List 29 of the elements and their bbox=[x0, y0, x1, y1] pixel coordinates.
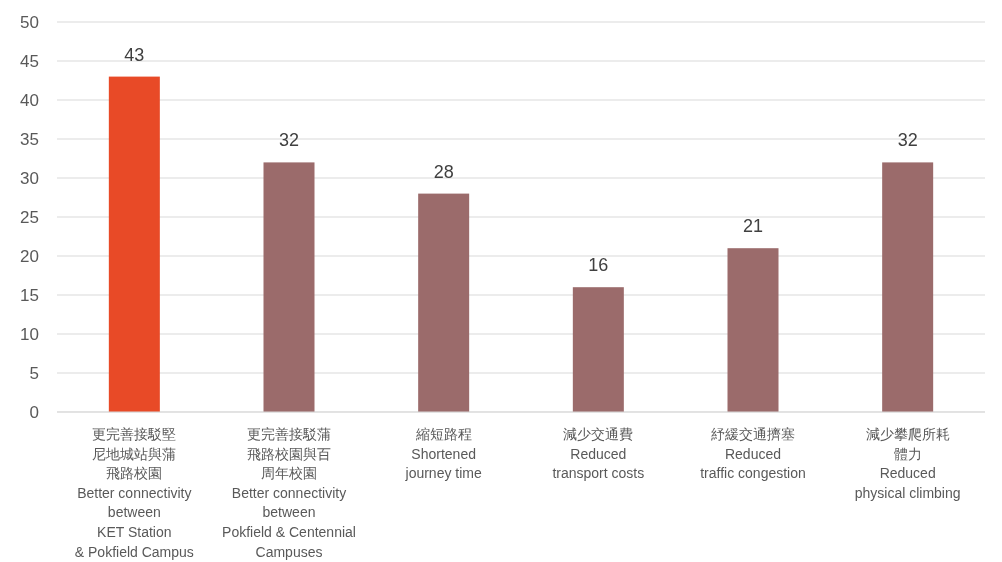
y-tick-label: 25 bbox=[20, 208, 39, 227]
bar bbox=[108, 76, 160, 412]
x-tick-label: 減少交通費 Reduced transport costs bbox=[551, 425, 646, 484]
data-label: 43 bbox=[124, 44, 145, 65]
y-tick-label: 30 bbox=[20, 169, 39, 188]
bar bbox=[882, 162, 934, 412]
bar bbox=[418, 193, 470, 412]
x-tick-label: 更完善接駁堅尼地城站與蒲飛路校園 Better connectivity between KET Station & Pokfield Campus bbox=[73, 425, 195, 562]
y-tick-label: 10 bbox=[20, 325, 39, 344]
x-tick-label: 減少攀爬所耗體力 Reduced physical climbing bbox=[853, 425, 962, 503]
data-label: 32 bbox=[278, 130, 300, 151]
data-label: 21 bbox=[742, 216, 764, 237]
y-tick-label: 5 bbox=[29, 364, 39, 383]
bar bbox=[263, 162, 315, 412]
y-tick-label: 15 bbox=[20, 286, 39, 305]
y-tick-label: 50 bbox=[20, 13, 39, 32]
x-tick-label: 縮短路程 Shortened journey time bbox=[404, 425, 483, 484]
y-tick-label: 35 bbox=[20, 130, 39, 149]
x-tick-label: 更完善接駁蒲飛路校園與百周年校園 Better connectivity between Pokfield & Centennial Campuses bbox=[221, 425, 357, 562]
data-label: 28 bbox=[433, 161, 454, 182]
y-tick-label: 20 bbox=[20, 247, 39, 266]
y-tick-label: 45 bbox=[20, 52, 39, 71]
bar bbox=[727, 248, 779, 412]
y-tick-label: 40 bbox=[20, 91, 39, 110]
bar bbox=[572, 287, 624, 412]
data-label: 32 bbox=[897, 130, 918, 151]
data-label: 16 bbox=[588, 255, 609, 276]
y-tick-label: 0 bbox=[29, 403, 39, 422]
x-tick-label: 紓緩交通擠塞 Reduced traffic congestion bbox=[699, 425, 807, 484]
